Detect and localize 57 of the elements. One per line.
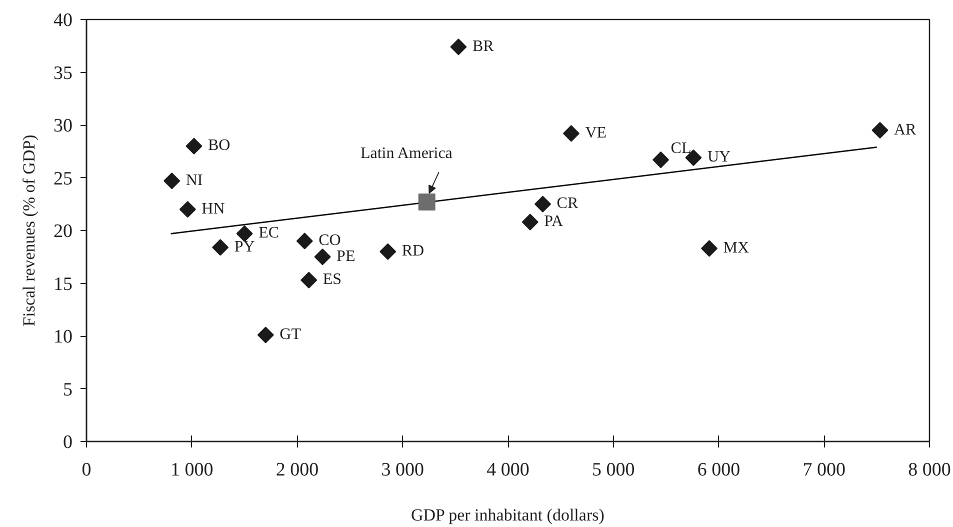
y-tick-label: 20: [54, 221, 72, 242]
point: [179, 201, 196, 218]
y-tick-label: 30: [54, 116, 72, 136]
x-tick-label: 4 000: [486, 460, 530, 480]
annotation: EC: [258, 224, 280, 242]
point: [236, 225, 253, 242]
annotation: VE: [585, 124, 607, 142]
annotation: PE: [336, 248, 356, 265]
x-tick-label: 0: [82, 460, 92, 480]
annotation: CL: [670, 140, 692, 157]
annotation: AR: [894, 121, 917, 138]
x-tick-label: 7 000: [802, 460, 846, 480]
annotation: PA: [544, 213, 564, 230]
y-tick-label: 5: [63, 379, 72, 400]
point: [700, 240, 718, 257]
y-tick-label: 25: [54, 168, 72, 190]
annotation: BO: [208, 137, 230, 154]
annotation: RD: [402, 242, 424, 260]
annotation: CR: [556, 195, 578, 212]
point: [522, 214, 538, 230]
y-tick-label: 40: [54, 10, 72, 31]
annotation: NI: [186, 172, 203, 189]
y-tick-label: 0: [63, 432, 72, 453]
point: [164, 172, 180, 190]
y-tick-label: 35: [54, 62, 72, 84]
point: [296, 232, 313, 250]
annotation: PY: [234, 238, 256, 256]
point: [380, 243, 396, 260]
point: [186, 138, 202, 154]
text: Latin America: [360, 145, 452, 162]
point: [212, 239, 229, 256]
annotation: BR: [472, 38, 494, 55]
annotation: GT: [280, 326, 302, 343]
x-tick-label: 2 000: [276, 460, 319, 480]
point: [562, 125, 580, 142]
annotation: CO: [318, 232, 341, 250]
point: [652, 152, 670, 168]
y-axis-title: Fiscal revenues (% of GDP): [20, 134, 38, 326]
x-tick-label: 8 000: [908, 460, 951, 480]
annotation: ES: [322, 271, 342, 288]
annotation: UY: [707, 148, 732, 166]
y-tick-label: 10: [54, 326, 72, 348]
x-tick-label: 1 000: [170, 460, 214, 480]
annotation: MX: [723, 239, 750, 256]
point: [418, 194, 436, 211]
point: [257, 326, 274, 344]
point: [314, 248, 331, 266]
point: [534, 196, 552, 212]
x-tick-label: 6 000: [697, 460, 740, 480]
point: [450, 38, 467, 56]
annotation: HN: [202, 200, 226, 218]
point: [300, 272, 318, 288]
x-tick-label: 5 000: [592, 460, 635, 480]
point: [872, 122, 888, 139]
y-tick-label: 15: [54, 274, 72, 295]
x-tick-label: 3 000: [381, 460, 424, 480]
x-axis-title: GDP per inhabitant (dollars): [410, 506, 604, 524]
